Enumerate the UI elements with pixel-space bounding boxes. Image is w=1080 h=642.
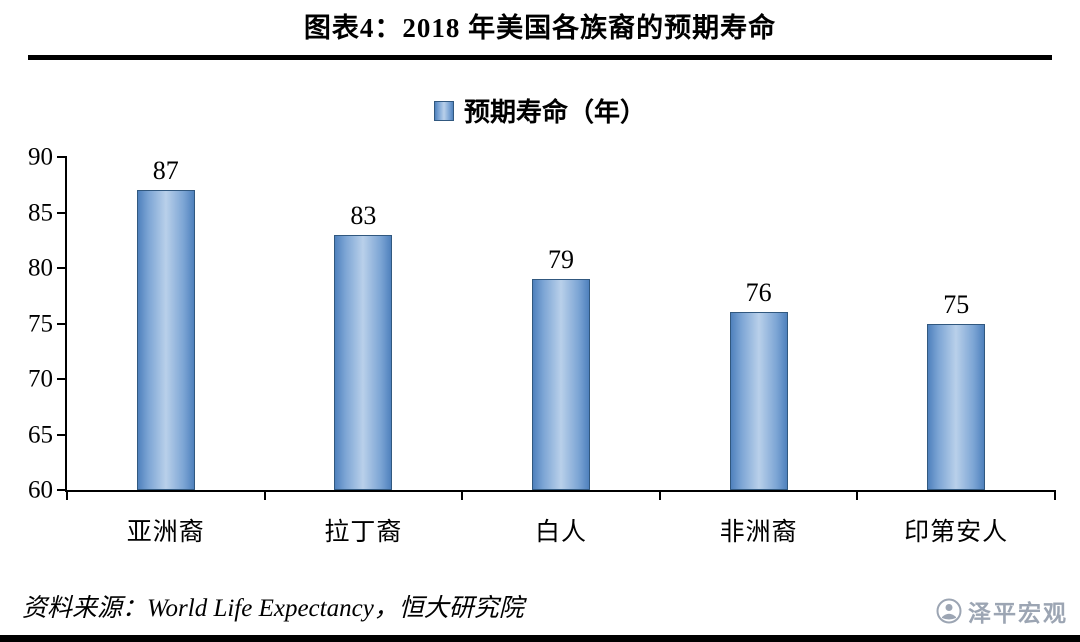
bar-value-label: 87 <box>152 156 179 186</box>
bar <box>927 323 986 490</box>
x-category-label: 亚洲裔 <box>126 519 205 546</box>
x-tick-mark <box>461 490 464 500</box>
x-category-label: 非洲裔 <box>719 519 798 546</box>
watermark: 泽平宏观 <box>936 594 1068 628</box>
y-tick-label: 60 <box>28 476 53 504</box>
y-tick-label: 65 <box>28 421 53 448</box>
x-category-label: 拉丁裔 <box>324 519 403 546</box>
chart-legend: 预期寿命（年） <box>0 92 1080 129</box>
x-category-label: 印第安人 <box>904 519 1009 546</box>
y-tick-mark <box>57 378 67 380</box>
bar-value-label: 79 <box>547 245 574 275</box>
bar-slot: 76 <box>660 157 858 490</box>
bar-value-label: 83 <box>350 200 377 230</box>
chart-header: 图表4：2018 年美国各族裔的预期寿命 <box>28 0 1052 60</box>
x-tick-mark <box>1054 490 1056 500</box>
bar <box>729 312 788 490</box>
y-tick-mark <box>57 267 67 269</box>
x-tick-mark <box>856 490 859 500</box>
bar-slot: 79 <box>462 157 660 490</box>
x-category-label: 白人 <box>534 519 587 546</box>
y-tick-label: 70 <box>28 365 53 393</box>
bar-value-label: 76 <box>745 278 772 308</box>
plot-area: 60 65 70 75 80 85 90 87 亚洲裔 83 拉丁裔 79 白人 76 非洲裔 75 印第安人 <box>28 145 1056 546</box>
bar <box>334 234 393 490</box>
watermark-text: 泽平宏观 <box>968 601 1068 626</box>
y-tick-mark <box>57 156 67 158</box>
bar <box>136 190 195 490</box>
bottom-rule <box>0 635 1080 642</box>
bar <box>531 279 590 490</box>
y-tick-label: 80 <box>28 254 53 282</box>
y-tick-mark <box>57 489 67 491</box>
legend-label: 预期寿命（年） <box>463 98 646 127</box>
y-tick-label: 75 <box>28 310 53 337</box>
y-tick-label: 90 <box>28 143 53 171</box>
x-tick-mark <box>263 490 266 500</box>
bar-slot: 75 <box>857 157 1055 490</box>
legend-swatch-icon <box>433 100 454 121</box>
page-title: 图表4：2018 年美国各族裔的预期寿命 <box>303 13 777 43</box>
y-tick-mark <box>57 211 67 214</box>
zeping-logo-icon <box>936 598 962 624</box>
x-tick-mark <box>658 490 661 500</box>
y-tick-mark <box>57 322 67 325</box>
bar-slot: 87 <box>67 157 265 490</box>
y-tick-label: 85 <box>28 199 53 226</box>
y-tick-mark <box>57 433 67 436</box>
bar-value-label: 75 <box>943 289 970 319</box>
bar-slot: 83 <box>265 157 463 490</box>
source-note: 资料来源：World Life Expectancy，恒大研究院 <box>22 595 524 622</box>
x-tick-mark <box>66 490 68 500</box>
